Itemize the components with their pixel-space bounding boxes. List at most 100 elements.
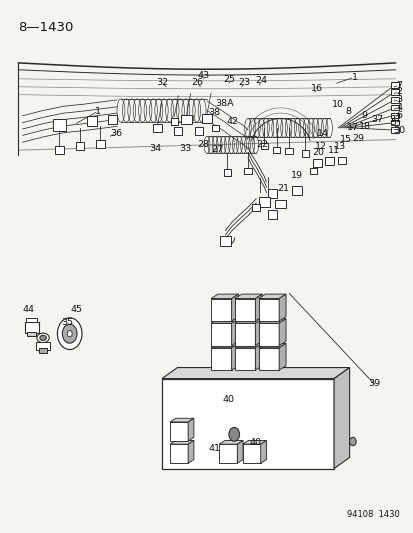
Text: 35: 35 [61,318,73,327]
Bar [161,378,333,469]
Text: 4: 4 [396,103,402,112]
Circle shape [349,437,355,446]
Bar [267,189,277,198]
Bar [389,120,398,125]
Bar [272,147,280,154]
Polygon shape [255,319,261,345]
Polygon shape [278,319,285,345]
Bar [301,150,308,157]
Bar [27,332,36,336]
Bar [170,118,178,125]
Polygon shape [211,343,238,348]
Circle shape [67,330,72,337]
Bar [258,323,278,345]
Bar [234,298,255,321]
Bar [258,197,269,207]
Text: 40: 40 [249,438,261,447]
Polygon shape [258,319,285,323]
Text: 38A: 38A [214,99,233,108]
Bar [202,114,211,123]
Text: 38: 38 [208,108,220,117]
Text: 23: 23 [237,78,249,87]
Circle shape [62,324,77,343]
Text: 6: 6 [396,111,402,120]
Polygon shape [255,294,261,321]
Bar [108,115,117,124]
Polygon shape [170,418,193,422]
Bar [211,323,231,345]
Text: 9: 9 [361,111,367,120]
Text: 37: 37 [370,115,382,124]
Circle shape [57,318,82,350]
Text: 25: 25 [223,75,235,84]
Polygon shape [170,440,193,444]
Bar [194,127,202,135]
Bar [275,200,285,208]
Text: 36: 36 [110,129,122,138]
Text: 7: 7 [396,80,402,90]
Bar [211,298,231,321]
Polygon shape [231,319,238,345]
Bar [258,298,278,321]
Bar [87,116,97,126]
Bar [312,159,321,167]
Bar [267,211,277,219]
Circle shape [228,427,239,441]
Text: 41: 41 [208,445,220,454]
Polygon shape [260,440,266,463]
Bar [309,168,316,174]
Bar [258,348,278,370]
Text: 42: 42 [226,117,238,126]
Polygon shape [211,319,238,323]
Text: 27: 27 [210,144,222,154]
Text: 45: 45 [71,305,83,314]
Bar [174,127,182,135]
Polygon shape [234,343,261,348]
Bar [244,168,251,174]
Text: 40: 40 [222,395,234,404]
Polygon shape [234,294,261,298]
Polygon shape [258,294,285,298]
Bar [36,342,50,350]
Text: 3: 3 [396,95,402,104]
Bar [389,83,398,88]
Text: 10: 10 [331,100,343,109]
Text: 33: 33 [179,143,191,152]
Text: 30: 30 [393,126,405,134]
Bar [220,236,230,246]
Bar [55,147,64,154]
Bar [153,124,162,132]
Text: 8—1430: 8—1430 [19,21,74,34]
Polygon shape [231,343,238,370]
Bar [234,323,255,345]
Text: 39: 39 [367,379,380,389]
Bar [170,422,188,441]
Bar [24,322,38,333]
Bar [325,157,334,165]
Text: 13: 13 [333,142,345,151]
Bar [39,349,47,353]
Bar [260,143,268,149]
Bar [389,105,398,110]
Bar [389,90,398,95]
Text: 1: 1 [351,72,357,82]
Polygon shape [231,294,238,321]
Polygon shape [258,343,285,348]
Bar [389,98,398,102]
Text: 21: 21 [276,184,288,193]
Text: 28: 28 [197,140,209,149]
Bar [181,115,191,124]
Polygon shape [255,343,261,370]
Bar [234,348,255,370]
Bar [252,204,260,211]
Bar [242,444,260,463]
Text: 43: 43 [197,70,209,79]
Polygon shape [237,440,242,463]
Bar [170,444,188,463]
Text: 44: 44 [23,305,35,314]
Bar [96,140,104,148]
Bar [26,318,37,322]
Bar [285,148,292,155]
Text: 24: 24 [254,76,266,85]
Bar [292,186,301,195]
